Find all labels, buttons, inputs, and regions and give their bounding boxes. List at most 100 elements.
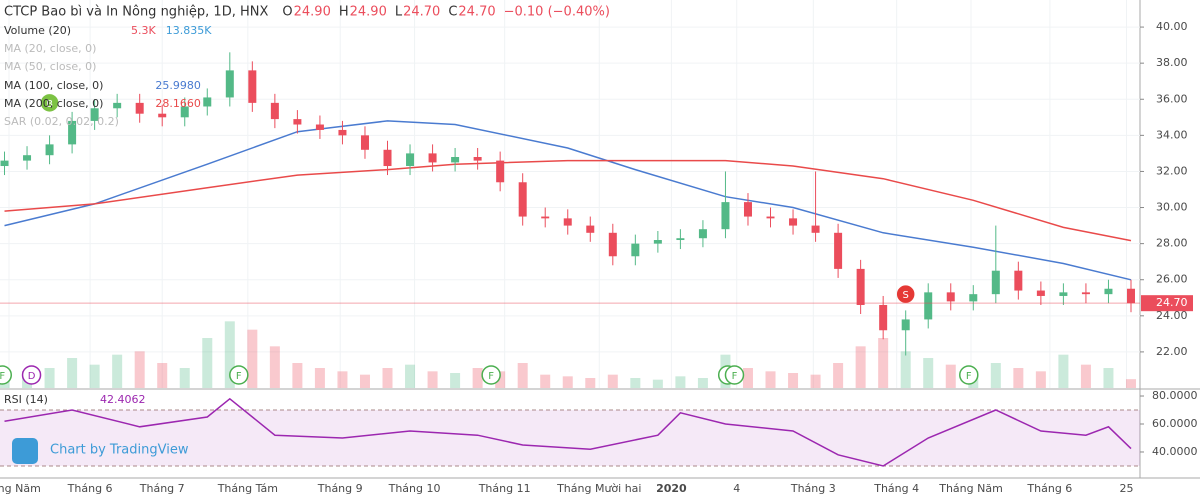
event-label: F [236,371,242,382]
x-tick-label: 25 [1119,482,1133,495]
volume-bar [134,351,145,388]
event-label: F [488,371,494,382]
rsi-tick-label: 60.0000 [1152,417,1198,430]
volume-bar [833,363,844,388]
legend-name: MA (100, close, 0) [4,79,103,92]
rsi-pane [0,397,1140,467]
candle-body [428,153,437,163]
y-tick-label: 36.00 [1156,92,1188,105]
volume-bar [44,368,55,388]
candle-body [676,238,685,241]
volume-bar [382,368,393,388]
chart-title: CTCP Bao bì và In Nông nghiệp, 1D, HNX [4,5,268,20]
x-tick-label: Tháng Năm [0,482,41,495]
candle-body [811,225,820,233]
candle-body [721,202,730,230]
candle-body [856,268,865,305]
volume-bar [945,364,956,388]
volume-bar [562,376,573,388]
last-price-tag [1141,295,1193,312]
volume-bar [697,378,708,388]
volume-bar [990,363,1001,388]
volume-bar [405,364,416,388]
x-tick-label: Tháng 3 [790,482,836,495]
volume-bar [359,374,370,388]
volume-bar [247,329,258,388]
x-tick-label: 4 [733,482,740,495]
candle-body [1126,288,1135,304]
rsi-line [4,397,1132,467]
ohlc-value: 24.90 [294,5,331,20]
event-marker [40,94,59,112]
legend-name: MA (200, close, 0) [4,97,103,110]
candle-body [586,225,595,233]
x-tick-label: 2020 [656,482,687,495]
volume-bar [495,371,506,388]
event-label: F [966,371,972,382]
y-tick-label: 34.00 [1156,128,1188,141]
volume-bar [630,378,641,388]
y-tick-label: 24.00 [1156,309,1188,322]
volume-bar [450,373,461,388]
volume-bar [585,378,596,388]
volume-bar [1080,364,1091,388]
candle-body [113,102,122,109]
event-marker [724,365,745,385]
event-marker [21,365,42,385]
candle-body [315,124,324,130]
volume-bar [788,373,799,388]
candle-body [0,160,9,167]
volume-bar [337,371,348,388]
volume-bar [810,374,821,388]
x-tick-label: Tháng 4 [873,482,919,495]
legend-name: Volume (20) [4,24,71,37]
volume-bar [1103,368,1114,388]
legend-name: RSI (14) [4,393,48,406]
event-label: S [903,290,909,301]
candle-body [293,119,302,125]
volume-bar [314,368,325,388]
event-label: F [0,371,5,382]
candle-body [68,120,77,145]
ma-line [4,159,1132,242]
y-tick-label: 28.00 [1156,237,1188,250]
rsi-tick-label: 40.0000 [1152,445,1198,458]
event-marker [959,365,979,385]
legend-value: 13.835K [166,24,212,37]
ohlc-label: H [339,5,349,20]
y-tick-label: 32.00 [1156,164,1188,177]
watermark: Chart by TradingView [50,443,189,458]
x-tick-label: Tháng 11 [478,482,531,495]
candle-body [924,292,933,320]
volume-bar [89,364,100,388]
volume-bar [607,374,618,388]
volume-bar [900,351,911,388]
candle-body [1059,292,1068,296]
volume-bar [765,371,776,388]
candle-body [383,149,392,167]
volume-bar [1125,379,1136,388]
ohlc-label: L [395,5,403,20]
y-tick-label: 22.00 [1156,345,1188,358]
candle-body [473,157,482,161]
ohlc-label: C [448,5,457,20]
candle-body [90,108,99,121]
candle-body [406,153,415,167]
volume-bar [923,358,934,388]
legend-name: MA (50, close, 0) [4,60,96,73]
x-tick-label: Tháng Năm [938,482,1003,495]
event-marker [481,365,501,385]
candle-body [653,240,662,244]
volume-bar [179,368,190,388]
volume-bar [540,374,551,388]
volume-bar [1035,371,1046,388]
candle-body [969,294,978,302]
y-tick-label: 30.00 [1156,201,1188,214]
price-pane [0,0,1140,388]
candle-body [248,70,257,103]
candle-body [991,270,1000,295]
y-tick-label: 38.00 [1156,56,1188,69]
x-tick-label: Tháng 10 [388,482,441,495]
